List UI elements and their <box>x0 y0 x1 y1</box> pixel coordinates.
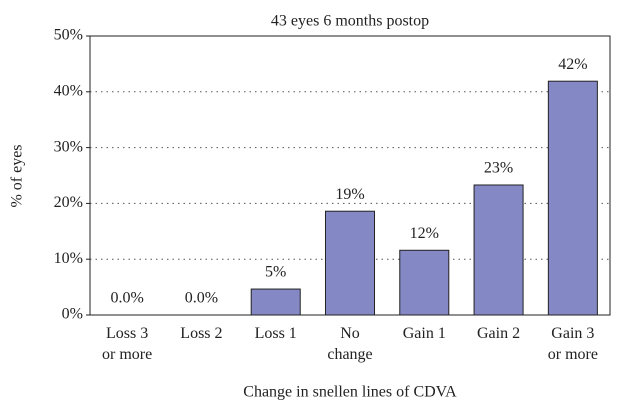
x-tick-label: Loss 1 <box>254 325 297 342</box>
chart-title: 43 eyes 6 months postop <box>271 13 429 30</box>
y-tick-label: 40% <box>54 82 83 99</box>
y-tick-label: 0% <box>62 306 83 323</box>
data-label: 23% <box>484 160 513 177</box>
x-tick-label: Gain 3 or more <box>547 325 598 363</box>
x-axis-title: Change in snellen lines of CDVA <box>243 384 457 401</box>
x-tick-label: Loss 2 <box>180 325 223 342</box>
data-label: 12% <box>410 225 439 242</box>
bar <box>250 288 301 316</box>
y-tick-label: 30% <box>54 138 83 155</box>
x-tick-label: No change <box>327 325 373 363</box>
y-tick-label: 50% <box>54 27 83 44</box>
y-tick-label: 10% <box>54 250 83 267</box>
bar <box>399 249 450 316</box>
bar <box>473 184 524 316</box>
y-tick-label: 20% <box>54 194 83 211</box>
x-tick-label: Gain 2 <box>477 325 521 342</box>
data-label: 0.0% <box>110 290 143 307</box>
data-label: 0.0% <box>185 290 218 307</box>
x-tick-label: Gain 1 <box>402 325 446 342</box>
bar <box>324 210 376 316</box>
plot-frame <box>89 35 611 316</box>
y-axis-title: % of eyes <box>9 144 26 207</box>
x-tick-label: Loss 3 or more <box>102 325 153 363</box>
data-label: 19% <box>335 186 364 203</box>
data-label: 42% <box>558 56 587 73</box>
bar <box>547 80 598 316</box>
data-label: 5% <box>265 264 286 281</box>
